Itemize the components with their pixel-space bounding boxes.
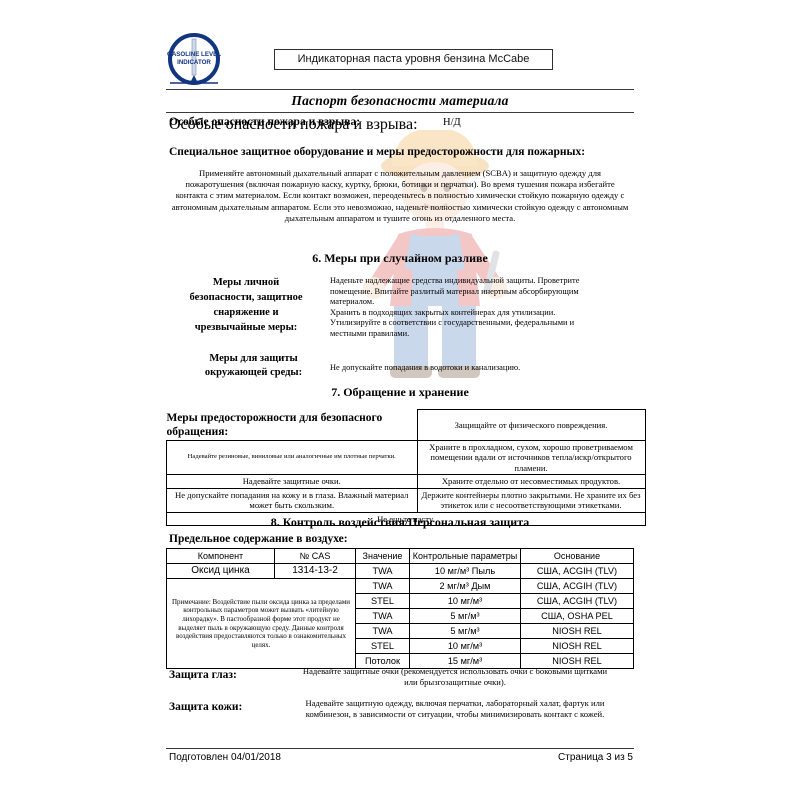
- basis-cell: США, ACGIH (TLV): [520, 578, 634, 594]
- section6-environment-text: Не допускайте попадания в водотоки и кан…: [330, 363, 521, 372]
- svg-text:INDICATOR: INDICATOR: [177, 59, 211, 66]
- basis-cell: США, ACGIH (TLV): [520, 563, 634, 579]
- prepared-date: Подготовлен 04/01/2018: [169, 752, 281, 763]
- table-row: STEL 10 мг/м³ NIOSH REL: [167, 638, 634, 654]
- table-row: Надевайте защитные очки. Храните отдельн…: [166, 474, 646, 489]
- footer-rule: [166, 748, 634, 749]
- eye-protection-label: Защита глаз:: [169, 669, 237, 681]
- document-subtitle: Паспорт безопасности материала: [291, 93, 509, 108]
- section8-heading: 8. Контроль воздействия/Персональная защ…: [270, 515, 530, 529]
- table-row: Не допускайте попадания на кожу и в глаз…: [166, 487, 646, 513]
- section6-environment-label: Меры для защиты окружающей среды:: [204, 353, 303, 378]
- table-row: Не ешьте пасту.: [166, 511, 646, 526]
- handling-storage-table: Меры предосторожности для безопасного об…: [166, 409, 646, 526]
- value-cell: TWA: [355, 623, 410, 639]
- handling-cell: Надевайте защитные очки.: [166, 474, 418, 489]
- table-row: TWA 5 мг/м³ NIOSH REL: [167, 623, 634, 639]
- value-cell: TWA: [355, 563, 410, 579]
- product-title-box: Индикаторная паста уровня бензина McCabe: [274, 49, 553, 70]
- subtitle-rule: [166, 112, 634, 113]
- skin-protection-text: Надевайте защитную одежду, включая перча…: [305, 698, 605, 719]
- table-row: STEL 10 мг/м³ США, ACGIH (TLV): [167, 593, 634, 609]
- header-rule: [166, 89, 634, 90]
- col-value: Значение: [355, 548, 410, 564]
- section6-personal-label: Меры личной безопасности, защитное снаря…: [189, 277, 303, 333]
- col-limit: Контрольные параметры: [409, 548, 521, 564]
- table-row: TWA 5 мг/м³ США, OSHA PEL: [167, 608, 634, 624]
- firefighter-equipment-label: Специальное защитное оборудование и меры…: [169, 146, 586, 158]
- basis-cell: NIOSH REL: [520, 623, 634, 639]
- value-cell: TWA: [355, 608, 410, 624]
- table-row: Надевайте резиновые, виниловые или анало…: [166, 439, 646, 475]
- handling-cell: Надевайте резиновые, виниловые или анало…: [166, 439, 418, 475]
- section6-heading: 6. Меры при случайном разливе: [312, 251, 488, 265]
- component-note-cell: Примечание: Воздействие пыли оксида цинк…: [166, 578, 356, 669]
- storage-cell: Защищайте от физического повреждения.: [416, 409, 646, 441]
- special-hazards-value: Н/Д: [443, 117, 461, 128]
- value-cell: STEL: [355, 638, 410, 654]
- col-basis: Основание: [520, 548, 634, 564]
- limit-cell: 10 мг/м³: [409, 593, 521, 609]
- limit-cell: 10 мг/м³: [409, 638, 521, 654]
- table-header-row: Компонент № CAS Значение Контрольные пар…: [166, 548, 634, 564]
- limit-cell: 5 мг/м³: [409, 608, 521, 624]
- basis-cell: NIOSH REL: [520, 653, 634, 669]
- special-hazards-label-text: Особые опасности пожара и взрыва:: [169, 116, 361, 128]
- firefighter-equipment-text: Применяйте автономный дыхательный аппара…: [171, 168, 629, 223]
- cas-number-cell: 1314-13-2: [274, 563, 356, 579]
- basis-cell: NIOSH REL: [520, 638, 634, 654]
- section6-personal-text: Наденьте надлежащие средства индивидуаль…: [330, 276, 580, 338]
- limit-cell: 2 мг/м³ Дым: [409, 578, 521, 594]
- page-number: Страница 3 из 5: [558, 752, 633, 763]
- special-hazards-label: Особые опасности пожара и взрыва:: [169, 116, 418, 133]
- svg-text:GASOLINE LEVEL: GASOLINE LEVEL: [167, 51, 221, 58]
- component-name-cell: Оксид цинка: [166, 563, 275, 579]
- exposure-limits-table: Компонент № CAS Значение Контрольные пар…: [166, 548, 634, 669]
- col-cas: № CAS: [274, 548, 356, 564]
- value-cell: TWA: [355, 578, 410, 594]
- value-cell: STEL: [355, 593, 410, 609]
- storage-cell: Держите контейнеры плотно закрытыми. Не …: [416, 487, 646, 513]
- airborne-limits-label: Предельное содержание в воздухе:: [169, 533, 348, 545]
- table-row: Примечание: Воздействие пыли оксида цинк…: [166, 578, 634, 669]
- col-component: Компонент: [166, 548, 275, 564]
- storage-cell: Храните в прохладном, сухом, хорошо пров…: [416, 439, 646, 475]
- section7-heading: 7. Обращение и хранение: [331, 385, 469, 399]
- handling-cell: Не допускайте попадания на кожу и в глаз…: [166, 487, 418, 513]
- handling-footer-cell: Не ешьте пасту.: [166, 511, 646, 526]
- table-row: Меры предосторожности для безопасного об…: [166, 409, 646, 441]
- storage-cell: Храните отдельно от несовместимых продук…: [416, 474, 646, 489]
- company-logo: GASOLINE LEVEL INDICATOR: [160, 31, 228, 91]
- eye-protection-text: Надевайте защитные очки (рекомендуется и…: [302, 666, 608, 687]
- table-row: Потолок 15 мг/м³ NIOSH REL: [167, 653, 634, 669]
- limit-cell: 10 мг/м³ Пыль: [409, 563, 521, 579]
- basis-cell: США, ACGIH (TLV): [520, 593, 634, 609]
- table-row: Оксид цинка 1314-13-2 TWA 10 мг/м³ Пыль …: [166, 563, 634, 579]
- basis-cell: США, OSHA PEL: [520, 608, 634, 624]
- handling-precautions-label: Меры предосторожности для безопасного об…: [166, 411, 383, 438]
- skin-protection-label: Защита кожи:: [169, 701, 243, 713]
- limit-cell: 5 мг/м³: [409, 623, 521, 639]
